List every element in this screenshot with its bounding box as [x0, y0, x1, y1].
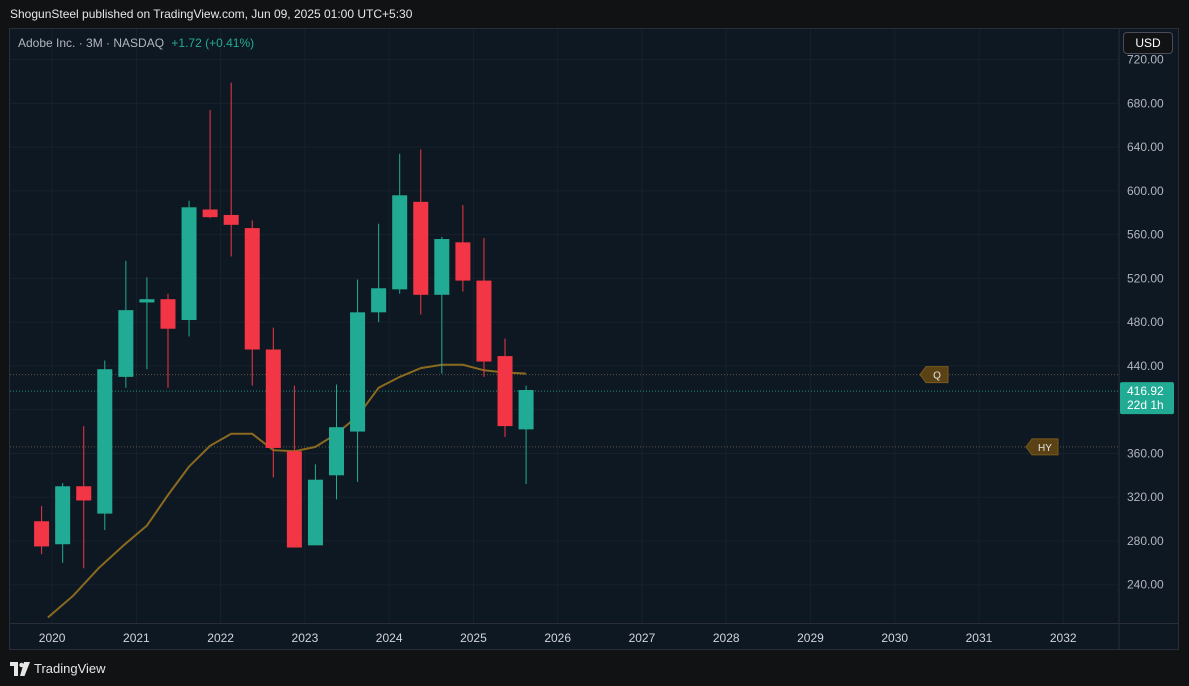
candle — [286, 385, 302, 548]
candle-body — [476, 280, 492, 362]
price-tick-label: 600.00 — [1127, 184, 1164, 198]
price-tick-label: 320.00 — [1127, 490, 1164, 504]
candle — [265, 327, 281, 478]
candle-body — [455, 242, 471, 281]
candle-body — [118, 310, 134, 377]
candle — [307, 464, 323, 546]
time-tick-label: 2021 — [123, 631, 150, 645]
candle-body — [223, 214, 239, 225]
price-tick-label: 720.00 — [1127, 53, 1164, 67]
grid-lines — [10, 29, 1118, 623]
candle — [371, 223, 387, 323]
last-price-badge-bg — [1120, 382, 1174, 415]
time-tick-label: 2032 — [1050, 631, 1077, 645]
candle-body — [139, 299, 155, 303]
candle — [97, 360, 113, 531]
time-tick-label: 2030 — [881, 631, 908, 645]
candle-body — [392, 195, 408, 290]
level-tag-label: HY — [1038, 443, 1052, 454]
candle — [392, 153, 408, 294]
price-tick-label: 680.00 — [1127, 96, 1164, 110]
candle-body — [97, 369, 113, 514]
candle — [455, 205, 471, 292]
candle-body — [244, 228, 260, 350]
level-tag-shape — [1025, 438, 1059, 456]
price-tick-label: 280.00 — [1127, 534, 1164, 548]
level-tag-shape — [919, 366, 949, 384]
price-tick-label: 560.00 — [1127, 228, 1164, 242]
candles — [34, 82, 534, 569]
candle-body — [371, 288, 387, 313]
time-tick-label: 2031 — [966, 631, 993, 645]
level-markers: Q HY — [919, 366, 1059, 456]
time-axis: 2020 2021 2022 2023 2024 2025 2026 2027 2028 2029… — [10, 623, 1179, 645]
candle-body — [34, 521, 50, 547]
time-tick-label: 2025 — [460, 631, 487, 645]
time-tick-label: 2029 — [797, 631, 824, 645]
candle — [139, 277, 155, 370]
candle — [181, 200, 197, 337]
candle-body — [265, 349, 281, 448]
tradingview-logo-icon — [10, 661, 30, 676]
candle — [244, 220, 260, 386]
candle-body — [55, 486, 71, 545]
time-tick-label: 2027 — [629, 631, 656, 645]
candle-body — [181, 207, 197, 320]
candle — [118, 260, 134, 388]
time-tick-label: 2028 — [713, 631, 740, 645]
symbol-label: Adobe Inc. · 3M · NASDAQ — [18, 36, 165, 50]
candle — [160, 293, 176, 388]
candle-body — [434, 239, 450, 295]
candle — [76, 426, 92, 569]
candle — [223, 82, 239, 257]
footer-brand[interactable]: TradingView — [10, 661, 106, 676]
candle-body — [350, 312, 366, 432]
price-tick-label: 240.00 — [1127, 578, 1164, 592]
time-tick-label: 2020 — [39, 631, 66, 645]
candle-body — [413, 201, 429, 295]
time-tick-label: 2024 — [376, 631, 403, 645]
candle-body — [307, 479, 323, 546]
price-tick-label: 480.00 — [1127, 315, 1164, 329]
price-tick-label: 520.00 — [1127, 271, 1164, 285]
price-tick-label: 360.00 — [1127, 446, 1164, 460]
last-price-value: 416.92 — [1127, 384, 1164, 398]
candle-body — [286, 451, 302, 548]
level-lines — [10, 374, 1118, 448]
candle-body — [76, 486, 92, 501]
bar-countdown: 22d 1h — [1127, 398, 1164, 412]
price-axis: 240.00 280.00 320.00 360.00 440.00 480.00 520.… — [1118, 29, 1174, 649]
candle — [413, 149, 429, 315]
candle — [34, 505, 50, 555]
level-tag-q: Q — [919, 366, 949, 384]
candle-body — [497, 356, 513, 427]
candle — [476, 237, 492, 377]
candle-body — [160, 299, 176, 329]
candle-body — [329, 427, 345, 476]
time-tick-label: 2026 — [544, 631, 571, 645]
candle — [329, 384, 345, 500]
currency-button[interactable]: USD — [1123, 32, 1173, 54]
chart-frame[interactable] — [9, 28, 1179, 650]
brand-name: TradingView — [34, 661, 106, 676]
candle — [55, 482, 71, 563]
candle-body — [202, 209, 218, 218]
time-tick-label: 2023 — [292, 631, 319, 645]
publisher-header: ShogunSteel published on TradingView.com… — [10, 7, 413, 21]
symbol-legend: Adobe Inc. · 3M · NASDAQ +1.72 (+0.41%) — [18, 36, 254, 50]
candle — [350, 279, 366, 482]
candle — [518, 385, 534, 485]
level-tag-hy: HY — [1025, 438, 1059, 456]
price-change: +1.72 (+0.41%) — [171, 36, 255, 50]
price-tick-label: 440.00 — [1127, 359, 1164, 373]
candle — [434, 236, 450, 374]
time-tick-label: 2022 — [207, 631, 234, 645]
level-tag-label: Q — [933, 371, 941, 382]
price-tick-label: 640.00 — [1127, 140, 1164, 154]
candle-body — [518, 389, 534, 430]
candle — [497, 338, 513, 438]
candle — [202, 109, 218, 219]
